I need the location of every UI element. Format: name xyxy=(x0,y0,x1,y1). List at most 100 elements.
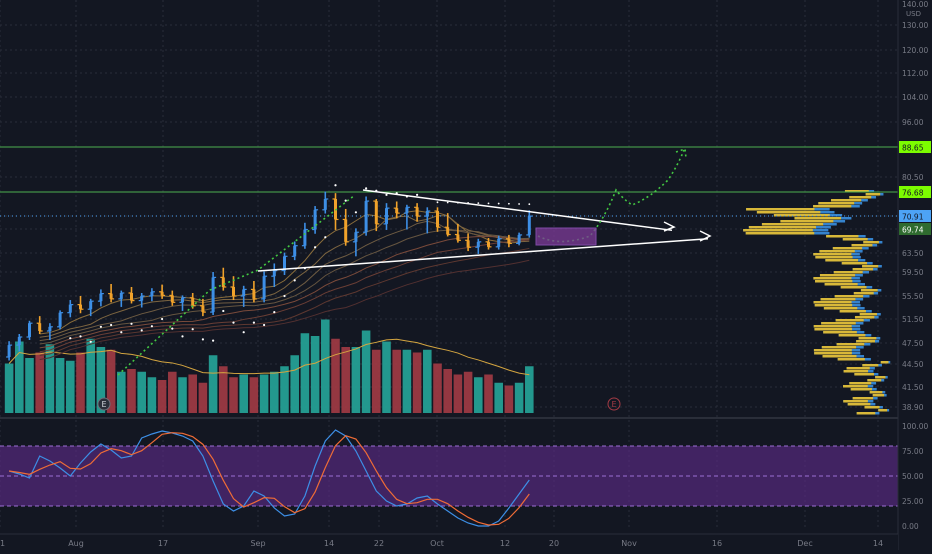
volume-profile-bar-down xyxy=(853,292,874,295)
stochastic-axis-label: 50.00 xyxy=(902,472,924,481)
price-bar-body xyxy=(405,207,409,214)
volume-bar xyxy=(504,385,514,413)
volume-bar xyxy=(494,382,503,413)
price-bar-body xyxy=(99,293,103,302)
price-axis-label-highlighted: 88.65 xyxy=(902,144,924,153)
parabolic-sar-dot xyxy=(528,203,531,206)
price-bar-body xyxy=(456,234,460,241)
volume-profile-bar-down xyxy=(858,337,877,340)
stochastic-axis-label: 75.00 xyxy=(902,447,924,456)
triangle-upper-trendline xyxy=(362,189,673,232)
volume-bar xyxy=(45,344,55,413)
volume-bar xyxy=(106,349,116,413)
volume-bar xyxy=(239,374,248,413)
price-bar-body xyxy=(313,209,317,230)
volume-profile xyxy=(743,190,891,415)
price-axis-label: 140.00 xyxy=(902,0,928,9)
price-axis-label: 38.90 xyxy=(902,403,924,412)
moving-average-line xyxy=(39,236,530,349)
volume-profile-bar-down xyxy=(815,280,853,283)
parabolic-sar-dot xyxy=(181,335,184,338)
price-axis-label-highlighted: 70.91 xyxy=(902,213,924,222)
price-axis-label: 44.50 xyxy=(902,360,924,369)
parabolic-sar-dot xyxy=(273,311,276,314)
price-bar-body xyxy=(374,201,378,224)
parabolic-sar-dot xyxy=(487,202,490,205)
volume-profile-bar-down xyxy=(838,334,866,337)
volume-profile-bar-down xyxy=(746,208,815,211)
price-bar-body xyxy=(170,295,174,303)
volume-bar xyxy=(229,377,238,413)
volume-bar xyxy=(351,347,361,413)
price-axis-label: 96.00 xyxy=(902,118,924,127)
volume-profile-bar-down xyxy=(773,214,830,217)
stochastic-axis-label: 100.00 xyxy=(902,422,928,431)
volume-bar xyxy=(514,382,524,413)
parabolic-sar-dot xyxy=(222,309,225,313)
volume-bar xyxy=(280,366,289,413)
volume-bar xyxy=(147,377,157,413)
parabolic-sar-dot xyxy=(446,201,449,204)
price-axis-label: 120.00 xyxy=(902,46,928,55)
price-axis-label: 130.00 xyxy=(902,21,928,30)
volume-profile-bar-down xyxy=(843,385,868,388)
volume-profile-bar-down xyxy=(824,283,858,286)
volume-profile-bar-down xyxy=(846,367,870,370)
projection-path xyxy=(537,149,685,243)
parabolic-sar-dot xyxy=(293,279,296,282)
volume-profile-bar-down xyxy=(826,235,859,238)
volume-profile-bar-down xyxy=(743,229,813,232)
volume-bar xyxy=(402,349,412,413)
parabolic-sar-dot xyxy=(120,331,123,334)
price-bar-body xyxy=(140,296,144,301)
price-bar-body xyxy=(130,293,133,301)
price-axis-label-highlighted: 76.68 xyxy=(902,189,924,198)
grid xyxy=(0,0,898,530)
volume-profile-bar-down xyxy=(745,232,815,235)
volume-profile-bar-down xyxy=(856,340,875,343)
stochastic-axis-label: 25.00 xyxy=(902,497,924,506)
volume-profile-bar-down xyxy=(761,223,824,226)
parabolic-sar-dot xyxy=(191,328,194,331)
price-axis-label: 47.50 xyxy=(902,339,924,348)
price-bar-body xyxy=(323,198,327,210)
parabolic-sar-dot xyxy=(140,329,143,332)
parabolic-sar-dot xyxy=(365,187,368,190)
volume-bar xyxy=(423,349,432,413)
volume-bar xyxy=(463,371,473,413)
volume-bar xyxy=(208,355,218,413)
volume-profile-bar-down xyxy=(852,268,874,271)
volume-profile-bar-down xyxy=(880,361,889,364)
volume-bar xyxy=(270,371,279,413)
volume-profile-bar-down xyxy=(842,238,868,241)
parabolic-sar-dot xyxy=(416,193,419,196)
volume-profile-bar-down xyxy=(839,310,866,313)
volume-profile-bar-down xyxy=(814,328,853,331)
price-bar-body xyxy=(68,304,72,313)
volume-moving-average xyxy=(8,338,530,376)
time-axis-label: Dec xyxy=(797,539,812,548)
volume-bar xyxy=(76,352,85,413)
parabolic-sar-dot xyxy=(508,202,510,205)
volume-bar xyxy=(86,338,95,413)
price-axis-label: 80.50 xyxy=(902,173,924,182)
drawings xyxy=(117,147,712,376)
volume-profile-bar-down xyxy=(841,262,868,265)
moving-average-line xyxy=(39,259,530,360)
volume-bar xyxy=(443,369,452,413)
price-bar-body xyxy=(38,323,42,331)
volume-bar xyxy=(372,349,381,413)
price-bar-body xyxy=(89,301,93,310)
price-bar-body xyxy=(272,270,276,277)
price-bar-body xyxy=(497,238,501,247)
triangle-lower-trendline xyxy=(257,238,709,272)
volume-profile-bar-down xyxy=(815,256,853,259)
price-bar-body xyxy=(415,207,419,217)
parabolic-sar-dot xyxy=(150,325,153,328)
volume-profile-bar-down xyxy=(836,343,865,346)
volume-bar xyxy=(219,366,228,413)
parabolic-sar-dot xyxy=(477,202,480,205)
time-axis-background xyxy=(0,534,898,550)
volume-profile-bar-down xyxy=(813,325,852,328)
